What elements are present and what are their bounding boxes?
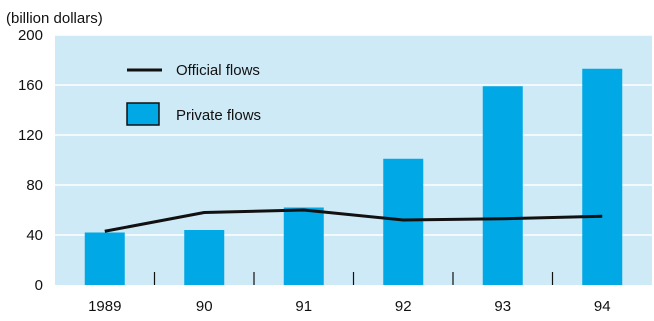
x-axis-ticks: 1989 90 91 92 93 94 bbox=[88, 272, 611, 315]
plot-area bbox=[55, 35, 652, 285]
x-tick-label: 94 bbox=[594, 298, 611, 315]
x-tick-label: 93 bbox=[494, 298, 511, 315]
x-tick-label: 90 bbox=[196, 298, 213, 315]
y-tick-label: 80 bbox=[26, 177, 43, 194]
official-flows-line-group bbox=[104, 208, 603, 233]
bar-91 bbox=[283, 207, 324, 285]
bar-92 bbox=[383, 158, 424, 285]
y-tick-label: 40 bbox=[26, 227, 43, 244]
bar-93 bbox=[482, 86, 523, 285]
x-tick-label: 92 bbox=[395, 298, 412, 315]
private-flows-bars bbox=[84, 68, 623, 285]
y-tick-label: 160 bbox=[18, 77, 43, 94]
legend-private-swatch bbox=[126, 102, 160, 126]
y-tick-label: 120 bbox=[18, 127, 43, 144]
y-axis-unit-label: (billion dollars) bbox=[6, 10, 103, 27]
y-tick-label: 0 bbox=[35, 277, 43, 294]
y-axis-ticks: 0 40 80 120 160 200 bbox=[18, 27, 43, 294]
legend-private-label: Private flows bbox=[176, 107, 261, 124]
bar-90 bbox=[184, 230, 225, 285]
x-tick-label: 1989 bbox=[88, 298, 121, 315]
grid-lines bbox=[55, 34, 652, 236]
bar-94 bbox=[582, 68, 623, 285]
legend: Official flows Private flows bbox=[126, 62, 261, 126]
y-tick-label: 200 bbox=[18, 27, 43, 44]
legend-official-label: Official flows bbox=[176, 62, 260, 79]
x-tick-label: 91 bbox=[295, 298, 312, 315]
bar-1989 bbox=[84, 232, 125, 285]
official-flows-line bbox=[104, 208, 603, 233]
